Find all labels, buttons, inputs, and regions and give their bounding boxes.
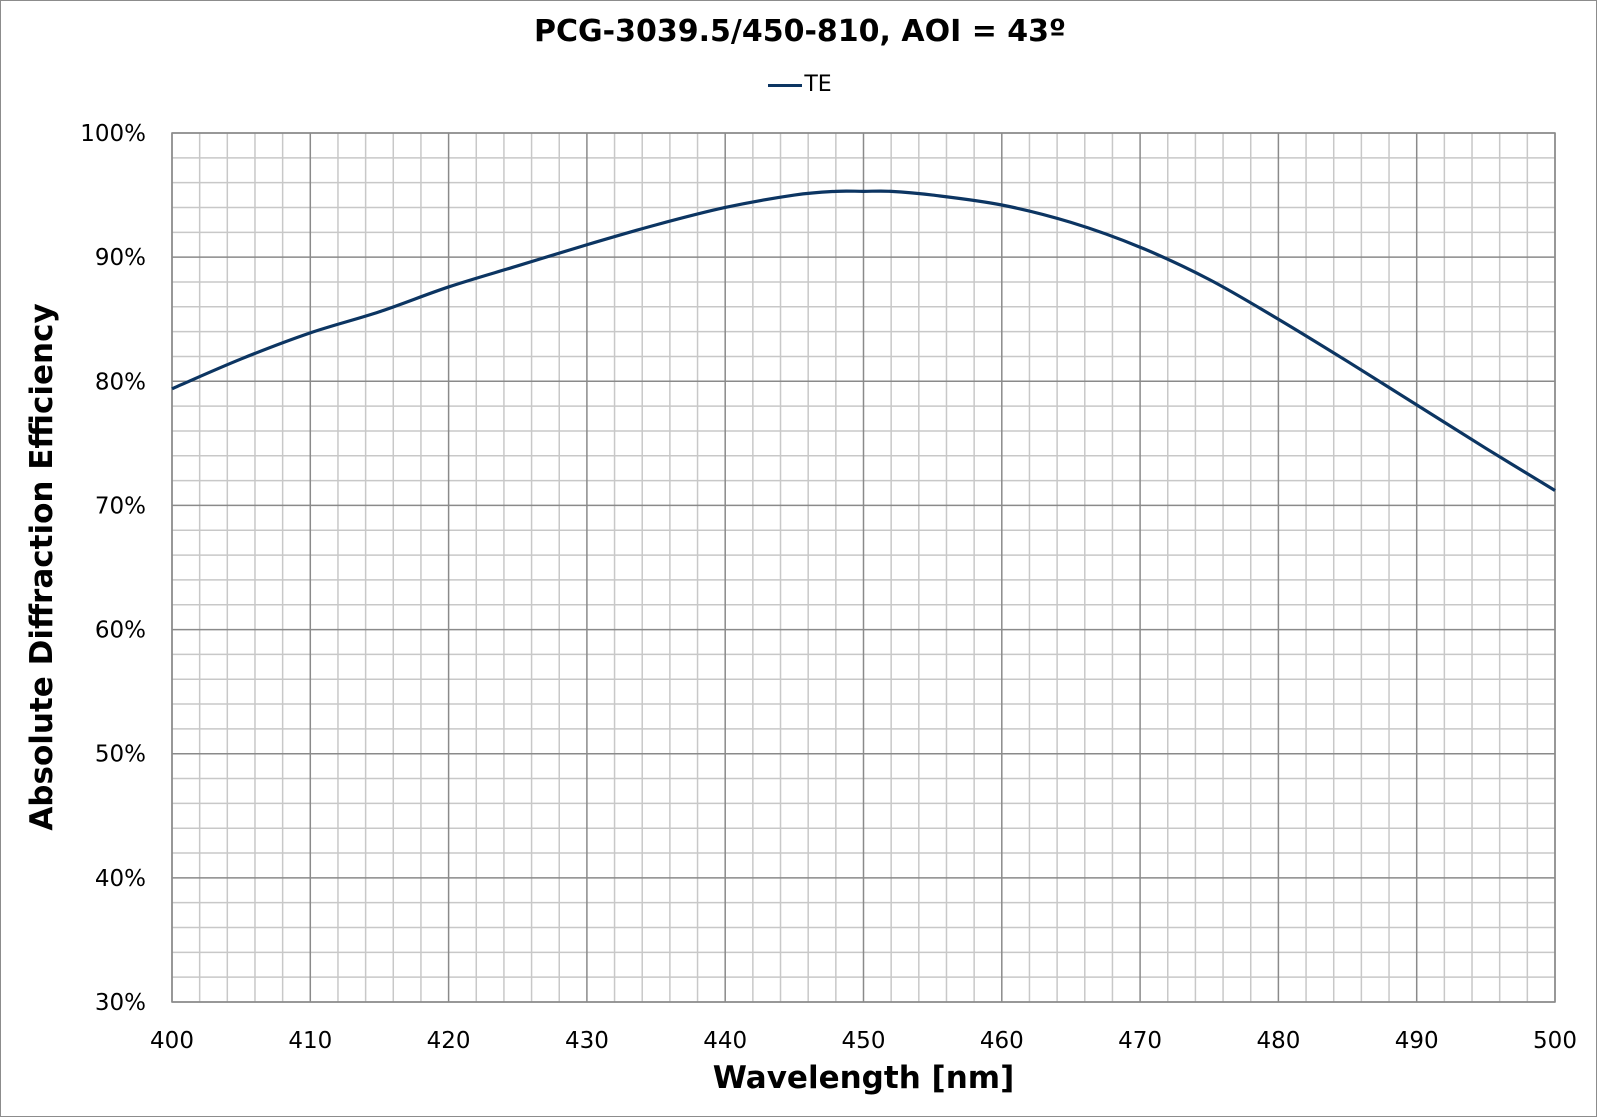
y-tick-label: 70% xyxy=(95,493,146,519)
x-tick-label: 420 xyxy=(427,1028,471,1054)
x-axis-label: Wavelength [nm] xyxy=(712,1060,1015,1096)
x-tick-label: 460 xyxy=(980,1028,1024,1054)
x-tick-label: 440 xyxy=(703,1028,747,1054)
legend-swatch-te xyxy=(768,83,803,87)
x-tick-label: 430 xyxy=(565,1028,609,1054)
x-tick-label: 500 xyxy=(1533,1028,1577,1054)
y-tick-label: 80% xyxy=(95,369,146,395)
y-tick-label: 90% xyxy=(95,245,146,271)
x-tick-label: 400 xyxy=(150,1028,194,1054)
x-tick-label: 490 xyxy=(1395,1028,1439,1054)
legend-label-te: TE xyxy=(804,72,832,97)
x-tick-label: 450 xyxy=(842,1028,886,1054)
y-tick-label: 40% xyxy=(95,866,146,892)
x-tick-label: 480 xyxy=(1256,1028,1300,1054)
series-line-te xyxy=(171,189,1556,492)
chart-title: PCG-3039.5/450-810, AOI = 43º xyxy=(534,14,1066,49)
legend: TE xyxy=(0,72,1600,97)
y-tick-label: 100% xyxy=(80,121,146,147)
y-tick-label: 50% xyxy=(95,742,146,768)
x-tick-label: 470 xyxy=(1118,1028,1162,1054)
x-tick-label: 410 xyxy=(288,1028,332,1054)
y-tick-label: 30% xyxy=(95,990,146,1016)
plot-border xyxy=(171,132,1556,1003)
y-tick-label: 60% xyxy=(95,618,146,644)
